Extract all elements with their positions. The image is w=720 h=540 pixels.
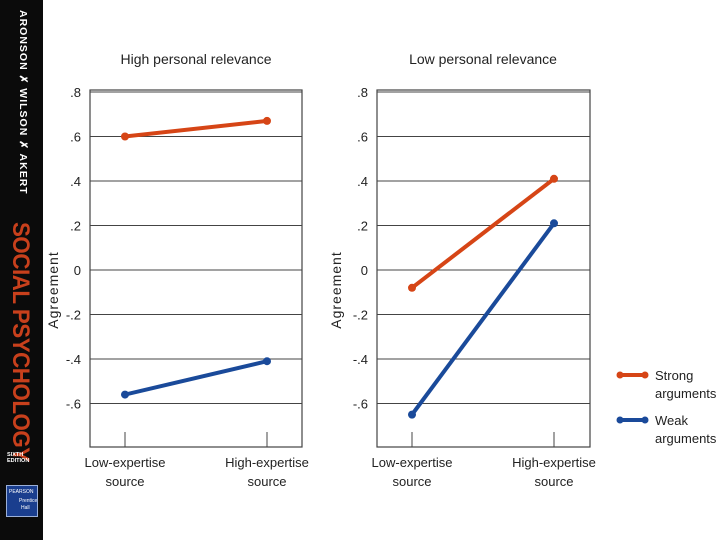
legend-label-strong: arguments — [655, 386, 717, 401]
y-tick-label: -.2 — [66, 308, 81, 323]
x-tick-label: High-expertise source — [225, 455, 309, 489]
y-tick-label: .6 — [357, 130, 368, 145]
publisher-logo: PEARSON Prentice Hall — [6, 485, 38, 517]
plot-frame — [89, 89, 303, 448]
legend-label-weak: Weak — [655, 413, 688, 428]
y-tick-label: -.6 — [353, 397, 368, 412]
series-line-strong — [410, 177, 556, 290]
series-line-weak — [124, 359, 268, 397]
legend-label-weak: arguments — [655, 431, 717, 446]
y-tick-label: -.2 — [353, 308, 368, 323]
data-point-strong — [263, 116, 271, 125]
plot-frame — [376, 89, 591, 448]
edition-line-2: EDITION — [7, 458, 30, 464]
publisher-line-2: Prentice — [19, 498, 38, 504]
legend-marker-strong — [616, 371, 624, 379]
y-tick-label: .4 — [70, 174, 81, 189]
y-tick-label: .2 — [357, 219, 368, 234]
y-tick-label: .6 — [70, 130, 81, 145]
data-point-weak — [263, 357, 271, 366]
x-tick-label: Low-expertise source — [372, 455, 453, 489]
y-tick-label: -.4 — [66, 352, 81, 367]
series-line-weak — [410, 222, 556, 416]
x-tick-label: High-expertise source — [512, 455, 596, 489]
edition-label: SIXTH EDITION — [7, 452, 29, 464]
publisher-line-3: Hall — [21, 505, 30, 511]
legend-marker-weak — [641, 416, 649, 424]
y-axis-label: Agreement — [45, 251, 61, 328]
y-tick-label: -.6 — [66, 397, 81, 412]
y-tick-label: -.4 — [353, 352, 368, 367]
publisher-line-1: PEARSON — [9, 489, 34, 495]
series-line-strong — [124, 118, 268, 139]
data-point-strong — [121, 132, 129, 141]
legend-label-strong: Strong — [655, 368, 693, 383]
legend-marker-strong — [641, 371, 649, 379]
data-point-strong — [408, 283, 416, 292]
data-point-weak — [408, 410, 416, 419]
y-tick-label: .8 — [357, 85, 368, 100]
data-point-weak — [121, 390, 129, 399]
chart-title: Low personal relevance — [409, 51, 557, 67]
y-tick-label: .4 — [357, 174, 368, 189]
y-tick-label: .8 — [70, 85, 81, 100]
edition-line-1: SIXTH — [7, 452, 24, 458]
y-axis-label: Agreement — [328, 251, 344, 328]
chart-title: High personal relevance — [121, 51, 272, 67]
x-tick-label: Low-expertise source — [85, 455, 166, 489]
y-tick-label: .2 — [70, 219, 81, 234]
y-tick-label: 0 — [74, 263, 81, 278]
data-point-strong — [550, 174, 558, 183]
data-point-weak — [550, 219, 558, 228]
legend-marker-weak — [616, 416, 624, 424]
book-sidebar: ARONSON ✗ WILSON ✗ AKERT SOCIAL PSYCHOLO… — [0, 0, 43, 540]
y-tick-label: 0 — [361, 263, 368, 278]
